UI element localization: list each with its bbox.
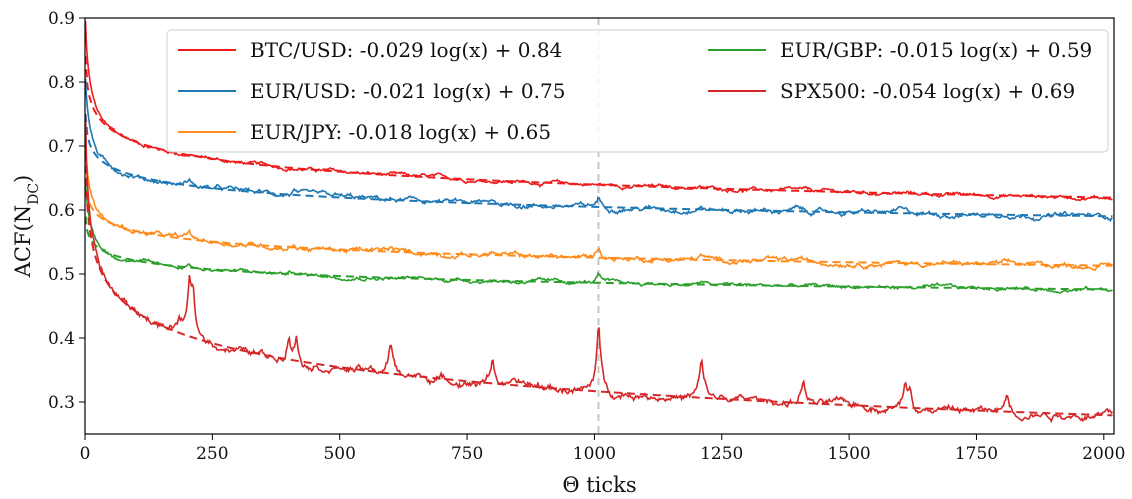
- fit-line-1: [85, 113, 1113, 218]
- plot-frame: [84, 17, 1115, 435]
- x-tick-label: 1500: [827, 444, 870, 464]
- axes: 0 250 500 750 1000 1250 1500 1750 2000 0.3 0.4 0.5 0…: [48, 9, 1125, 464]
- x-tick-label: 750: [451, 444, 483, 464]
- y-tick-label: 0.7: [48, 137, 75, 157]
- y-axis-label-subscript: DC: [26, 183, 42, 205]
- y-axis-label-close: ): [11, 175, 35, 183]
- y-tick-label: 0.9: [48, 9, 75, 29]
- legend-label-1: EUR/USD: -0.021 log(x) + 0.75: [250, 79, 565, 103]
- x-tick-label: 0: [80, 444, 91, 464]
- fit-line-4: [85, 152, 1113, 417]
- fit-line-2: [85, 177, 1113, 267]
- x-tick-label: 1750: [955, 444, 998, 464]
- y-tick-label: 0.6: [48, 201, 75, 221]
- fit-line-3: [85, 216, 1113, 291]
- legend: BTC/USD: -0.029 log(x) + 0.84 EUR/USD: -0…: [166, 29, 1109, 153]
- fit-line-0: [85, 56, 1113, 199]
- plot-area: [85, 18, 1114, 434]
- x-tick-label: 2000: [1082, 444, 1125, 464]
- x-axis-label: Θ ticks: [562, 473, 636, 497]
- x-tick-label: 1000: [573, 444, 616, 464]
- x-tick-label: 1250: [700, 444, 743, 464]
- y-axis-label-main: ACF(N: [11, 205, 35, 278]
- y-tick-label: 0.5: [48, 265, 75, 285]
- y-tick-label: 0.8: [48, 73, 75, 93]
- x-tick-label: 500: [323, 444, 355, 464]
- y-tick-label: 0.3: [48, 393, 75, 413]
- legend-box: [166, 29, 1109, 153]
- legend-label-4: SPX500: -0.054 log(x) + 0.69: [780, 79, 1075, 103]
- legend-label-2: EUR/JPY: -0.018 log(x) + 0.65: [250, 120, 551, 144]
- series-group: [85, 18, 1114, 434]
- legend-label-3: EUR/GBP: -0.015 log(x) + 0.59: [780, 38, 1092, 62]
- x-tick-label: 250: [196, 444, 228, 464]
- legend-label-0: BTC/USD: -0.029 log(x) + 0.84: [250, 38, 562, 62]
- y-tick-label: 0.4: [48, 329, 75, 349]
- series-line-4: [85, 114, 1114, 424]
- y-axis-label: ACF(NDC): [11, 175, 42, 279]
